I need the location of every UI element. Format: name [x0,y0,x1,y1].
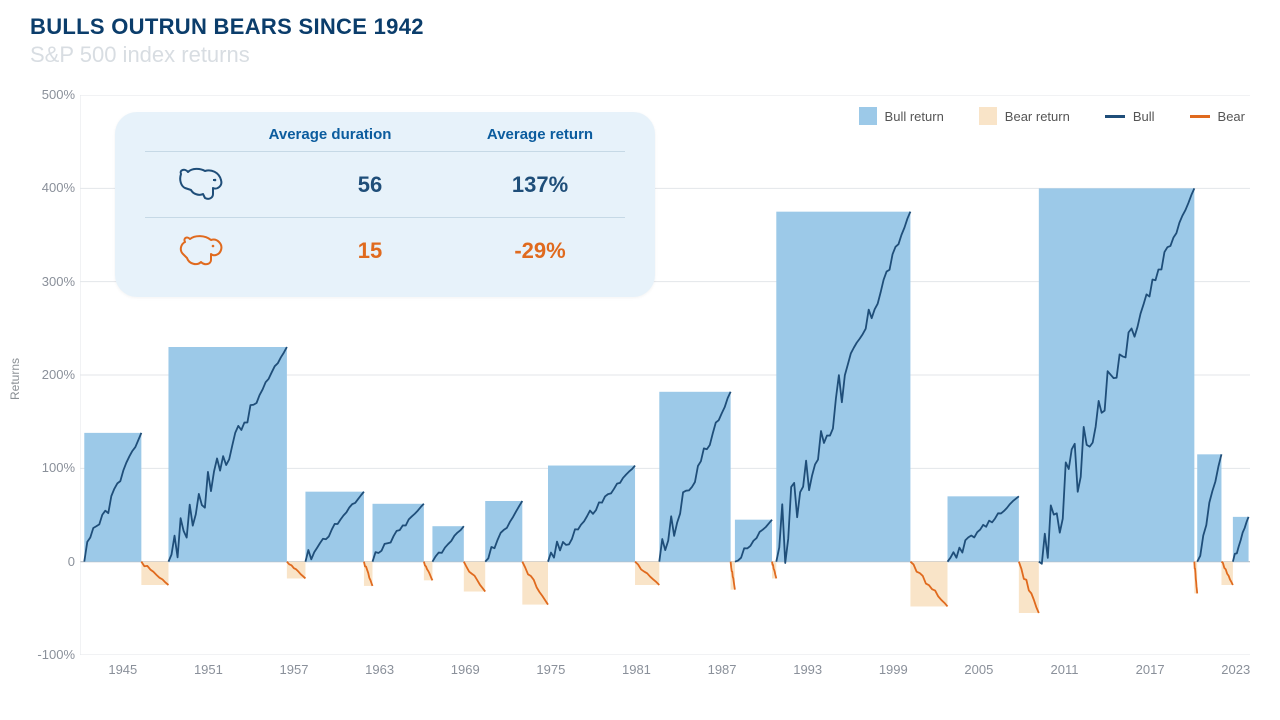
legend-bear-fill-swatch [979,107,997,125]
x-tick-label: 2005 [964,662,993,677]
stat-header-return: Average return [455,126,625,143]
legend-bear-line: Bear [1190,109,1245,124]
x-tick-label: 1999 [879,662,908,677]
x-tick-label: 1987 [708,662,737,677]
bull-icon [145,166,255,204]
x-tick-label: 1969 [451,662,480,677]
stat-bear-duration: 15 [285,238,455,264]
legend-bull-return: Bull return [859,107,944,125]
stat-bull-duration: 56 [285,172,455,198]
x-tick-label: 1975 [536,662,565,677]
x-tick-label: 1957 [280,662,309,677]
x-tick-label: 1981 [622,662,651,677]
summary-stat-box: Average duration Average return 56 137% … [115,112,655,297]
stat-bear-return: -29% [455,238,625,264]
legend-bear-return-label: Bear return [1005,109,1070,124]
stat-bull-return: 137% [455,172,625,198]
stat-row-bull: 56 137% [145,151,625,217]
y-tick-label: -100% [30,647,75,662]
legend-bull-line-label: Bull [1133,109,1155,124]
y-tick-label: 100% [30,460,75,475]
bear-icon [145,232,255,270]
legend-bear-return: Bear return [979,107,1070,125]
y-tick-label: 500% [30,87,75,102]
y-tick-label: 300% [30,274,75,289]
y-tick-label: 200% [30,367,75,382]
legend-bear-line-label: Bear [1218,109,1245,124]
x-tick-label: 2023 [1221,662,1250,677]
x-tick-label: 2017 [1136,662,1165,677]
legend-bull-line-swatch [1105,115,1125,118]
x-tick-label: 1945 [108,662,137,677]
stat-row-bear: 15 -29% [145,217,625,283]
legend-bull-return-label: Bull return [885,109,944,124]
x-tick-label: 1951 [194,662,223,677]
chart-subtitle: S&P 500 index returns [30,42,250,68]
y-tick-label: 400% [30,180,75,195]
chart-title: BULLS OUTRUN BEARS SINCE 1942 [30,14,424,40]
legend-bear-line-swatch [1190,115,1210,118]
x-tick-label: 2011 [1051,662,1079,677]
x-tick-label: 1963 [365,662,394,677]
chart-legend: Bull return Bear return Bull Bear [859,107,1245,125]
legend-bull-line: Bull [1105,109,1155,124]
y-axis-label: Returns [8,358,22,400]
y-tick-label: 0 [30,554,75,569]
x-tick-label: 1993 [793,662,822,677]
stat-header: Average duration Average return [145,126,625,151]
stat-header-duration: Average duration [245,126,415,143]
legend-bull-fill-swatch [859,107,877,125]
